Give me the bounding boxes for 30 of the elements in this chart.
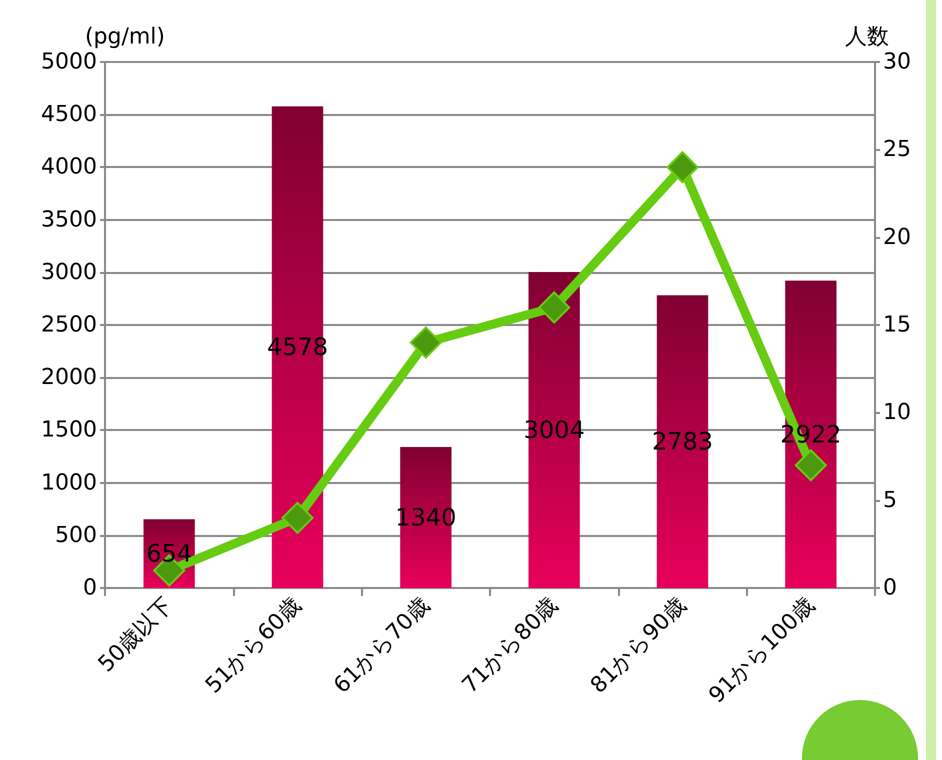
y-tick-label: 3500	[41, 207, 97, 232]
x-tick-label: 81から90歳	[586, 593, 692, 698]
y-tick-label: 3000	[41, 260, 97, 285]
y2-tick-label: 5	[883, 488, 897, 513]
y-tick-label: 2000	[41, 365, 97, 390]
x-tick-label: 91から100歳	[704, 593, 820, 708]
y2-axis-title: 人数	[845, 24, 889, 50]
point	[282, 502, 314, 534]
y-axis-title: (pg/ml)	[84, 24, 165, 50]
y2-tick-label: 15	[883, 312, 911, 338]
point	[410, 326, 442, 359]
point	[794, 449, 827, 482]
y-tick-label: 5000	[41, 50, 97, 74]
point	[538, 291, 570, 324]
x-tick-label: 51から60歳	[201, 593, 306, 698]
x-tick-label: 71から80歳	[458, 593, 564, 698]
y-tick-label: 4000	[41, 154, 97, 180]
data-label: 654	[146, 540, 192, 568]
y-tick-label: 4500	[41, 102, 97, 128]
y2-tick-label: 10	[883, 400, 911, 426]
y2-tick-label: 25	[883, 137, 911, 162]
x-tick-label: 61から70歳	[329, 593, 435, 698]
y2-tick-label: 30	[883, 50, 911, 74]
point	[666, 151, 698, 184]
y-tick-label: 1000	[41, 470, 97, 496]
y-tick-label: 1500	[41, 418, 97, 443]
y-tick-label: 500	[55, 522, 97, 548]
y2-tick-label: 0	[883, 576, 897, 600]
y-tick-label: 2500	[41, 312, 97, 338]
y2-tick-label: 20	[883, 224, 911, 250]
